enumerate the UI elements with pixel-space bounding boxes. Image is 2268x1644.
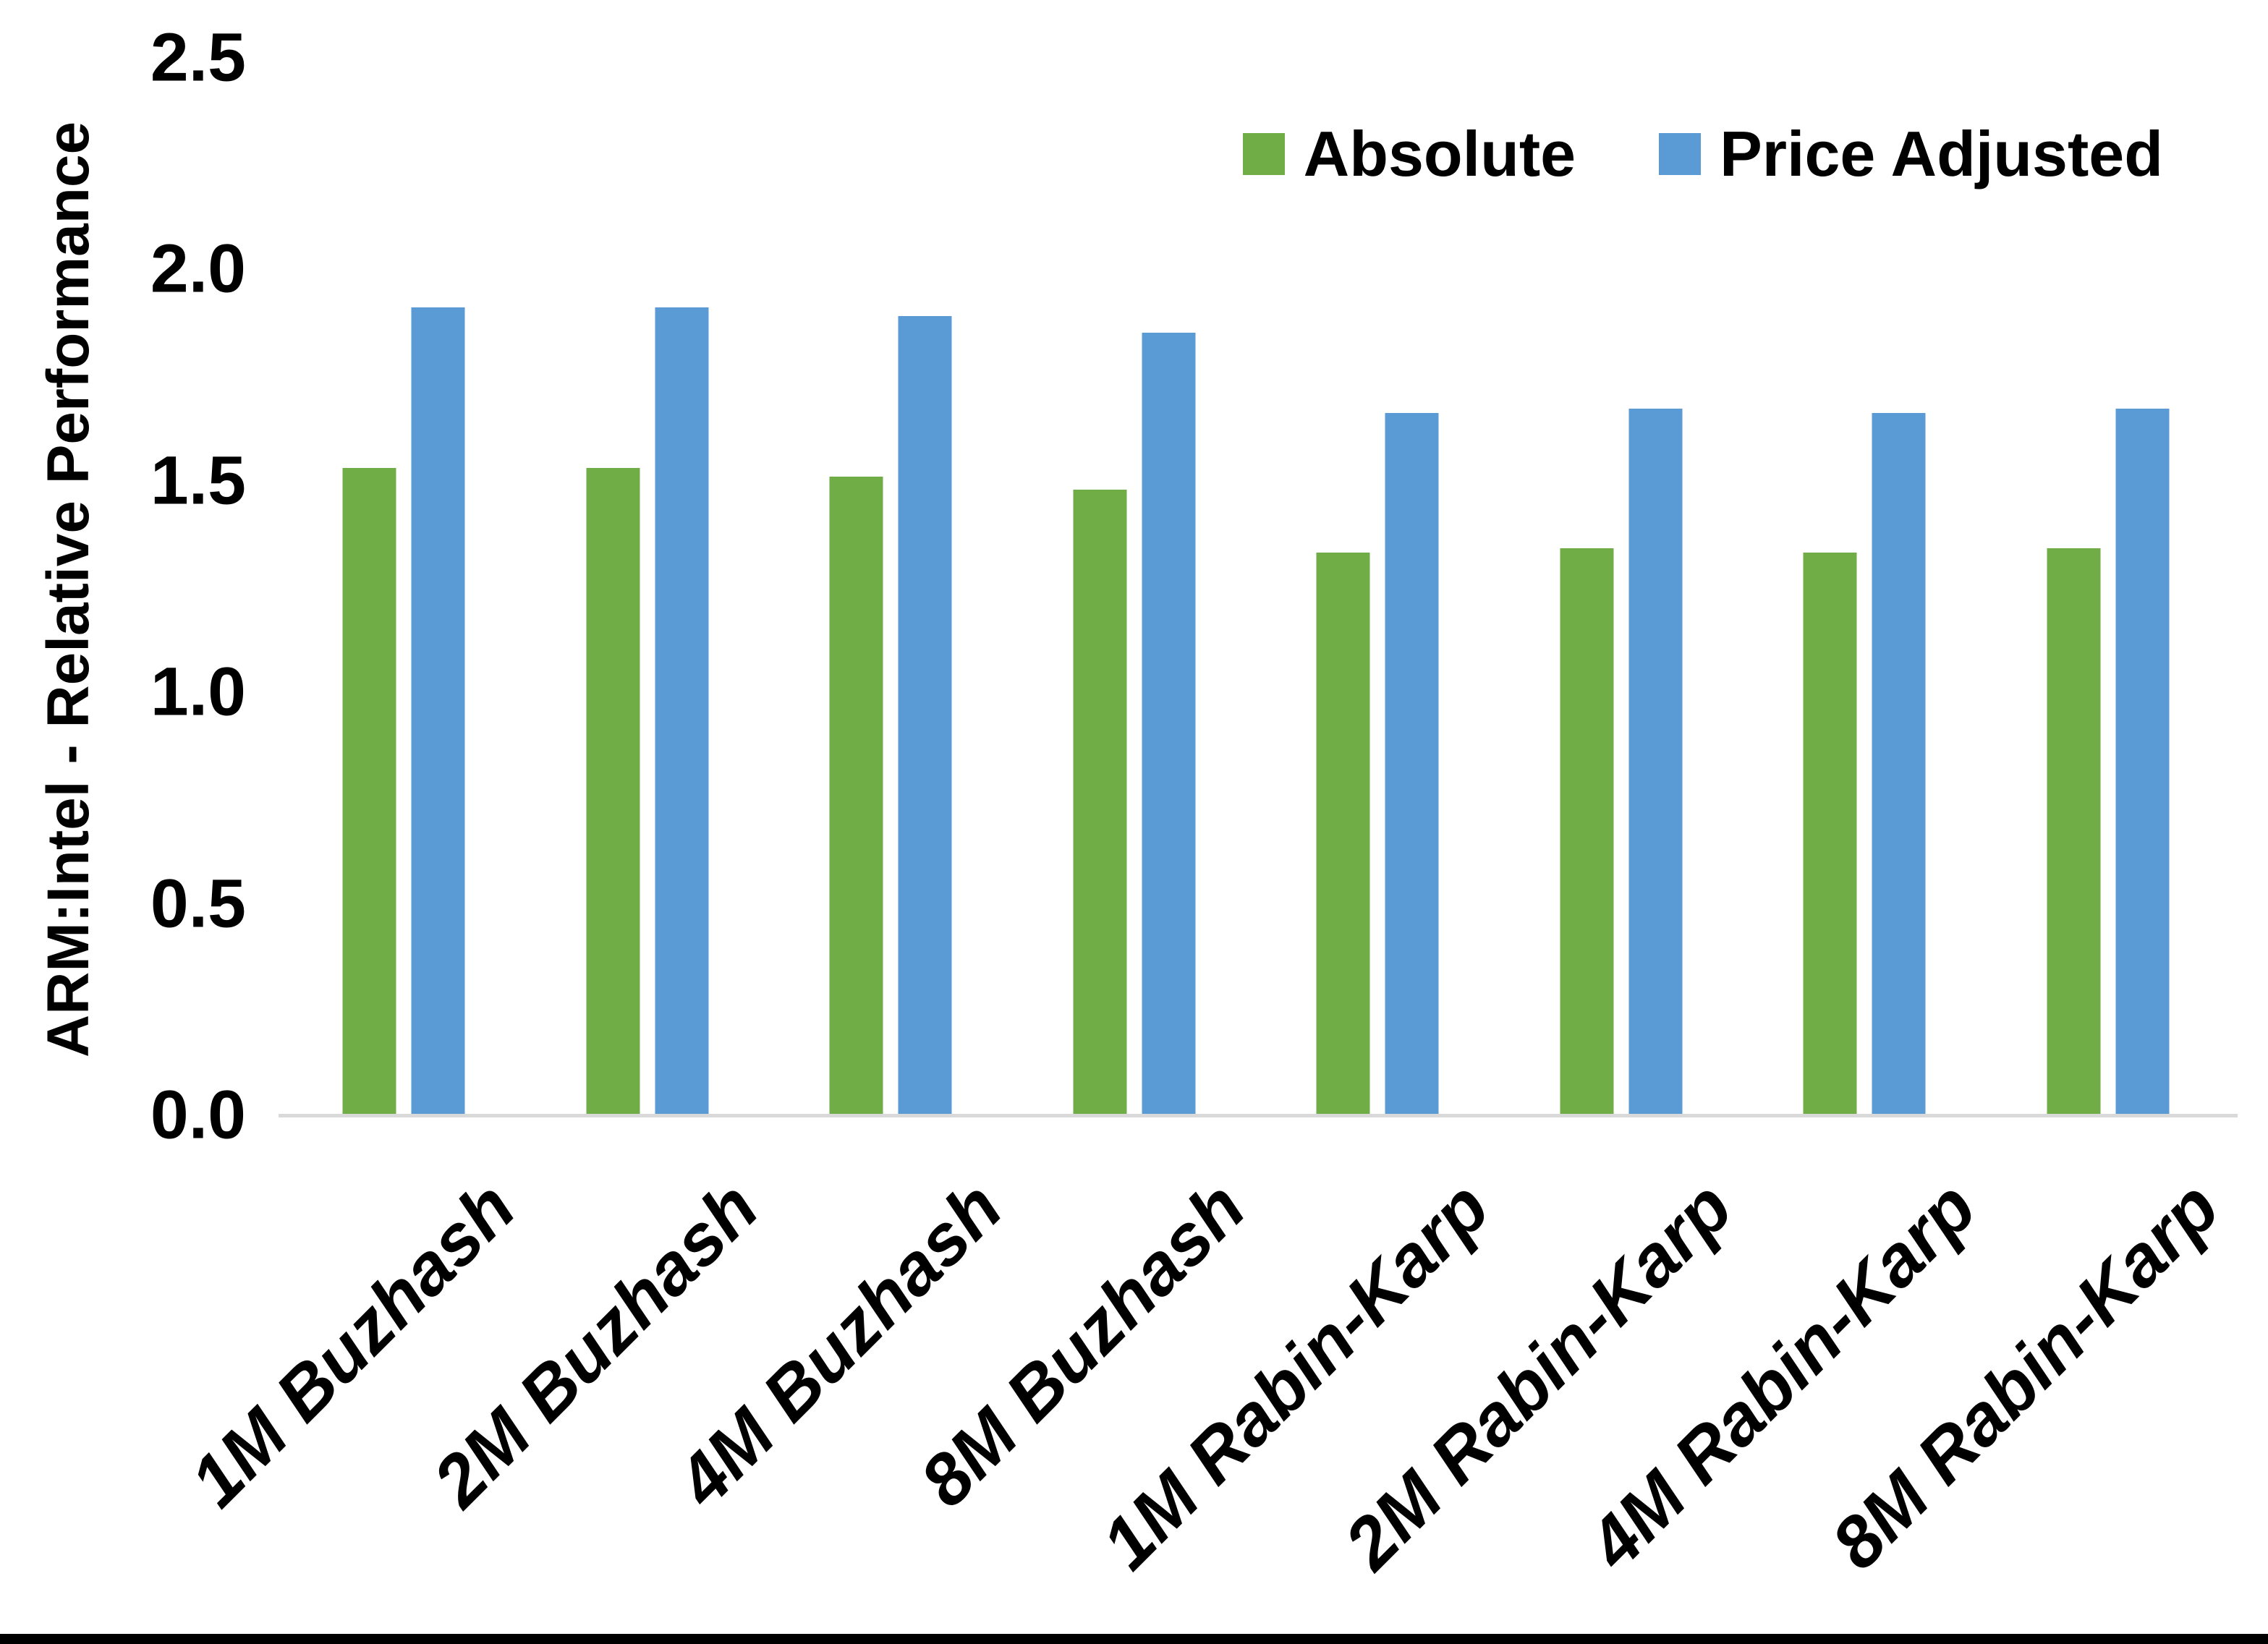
bar-price-adjusted-8m-buzhash	[1142, 333, 1196, 1115]
bar-absolute-8m-rabin-karp	[2047, 548, 2101, 1115]
bar-group-2m-buzhash	[526, 58, 770, 1115]
bar-group-8m-rabin-karp	[1987, 58, 2230, 1115]
bar-price-adjusted-2m-rabin-karp	[1628, 409, 1683, 1115]
y-tick-label-1-5: 1.5	[150, 442, 246, 519]
bar-pair-4m-buzhash	[829, 315, 952, 1115]
legend: Absolute Price Adjusted	[1242, 117, 2163, 191]
bar-absolute-8m-buzhash	[1073, 489, 1127, 1115]
bar-price-adjusted-4m-buzhash	[898, 315, 952, 1115]
bar-absolute-4m-buzhash	[829, 476, 883, 1115]
bar-absolute-2m-rabin-karp	[1560, 548, 1614, 1115]
bar-pair-4m-rabin-karp	[1803, 413, 1926, 1115]
bar-group-4m-rabin-karp	[1743, 58, 1987, 1115]
bar-group-4m-buzhash	[769, 58, 1013, 1115]
bottom-black-bar	[0, 1634, 2268, 1644]
legend-label-price-adjusted: Price Adjusted	[1720, 118, 2163, 189]
legend-item-absolute: Absolute	[1242, 117, 1576, 191]
x-axis-line	[279, 1114, 2238, 1117]
bar-group-2m-rabin-karp	[1500, 58, 1744, 1115]
bar-price-adjusted-1m-buzhash	[411, 307, 465, 1115]
bar-absolute-1m-buzhash	[342, 468, 396, 1115]
y-tick-label-0-5: 0.5	[150, 865, 246, 942]
bar-pair-2m-rabin-karp	[1560, 409, 1683, 1115]
legend-swatch-price-adjusted-icon	[1659, 133, 1702, 175]
bar-price-adjusted-8m-rabin-karp	[2115, 409, 2170, 1115]
bar-absolute-4m-rabin-karp	[1803, 553, 1857, 1115]
y-tick-label-1-0: 1.0	[150, 653, 246, 731]
bar-price-adjusted-4m-rabin-karp	[1872, 413, 1926, 1115]
bar-group-8m-buzhash	[1013, 58, 1257, 1115]
bar-group-1m-buzhash	[282, 58, 526, 1115]
legend-swatch-absolute-icon	[1242, 133, 1285, 175]
bar-pair-1m-buzhash	[342, 307, 465, 1115]
bar-price-adjusted-2m-buzhash	[655, 307, 709, 1115]
y-axis-title: ARM:Intel - Relative Performance	[35, 121, 101, 1058]
bar-pair-1m-rabin-karp	[1316, 413, 1439, 1115]
bar-absolute-2m-buzhash	[586, 468, 640, 1115]
bar-group-1m-rabin-karp	[1256, 58, 1500, 1115]
plot-area	[282, 58, 2230, 1115]
bar-pair-8m-rabin-karp	[2047, 409, 2170, 1115]
bar-pair-2m-buzhash	[586, 307, 709, 1115]
bar-absolute-1m-rabin-karp	[1316, 553, 1370, 1115]
y-tick-label-0-0: 0.0	[150, 1076, 246, 1154]
bar-price-adjusted-1m-rabin-karp	[1385, 413, 1439, 1115]
bar-pair-8m-buzhash	[1073, 333, 1196, 1115]
y-tick-label-2-5: 2.5	[150, 19, 246, 96]
y-tick-label-2-0: 2.0	[150, 230, 246, 307]
legend-item-price-adjusted: Price Adjusted	[1659, 117, 2163, 191]
legend-label-absolute: Absolute	[1303, 118, 1576, 189]
